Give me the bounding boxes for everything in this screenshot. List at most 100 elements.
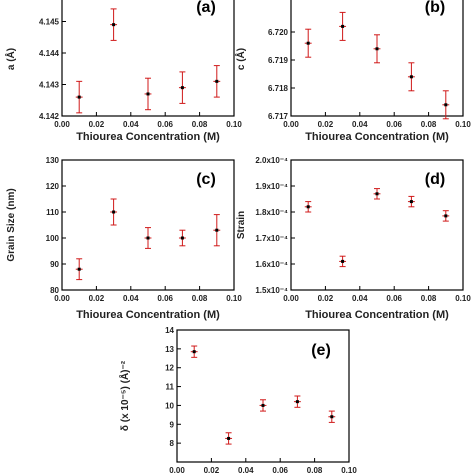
data-marker	[409, 75, 413, 79]
y-tick-label: 100	[46, 234, 60, 243]
data-point	[304, 201, 312, 213]
data-marker	[227, 436, 231, 440]
data-marker	[112, 23, 116, 27]
data-marker	[77, 267, 81, 271]
x-tick-label: 0.02	[89, 120, 105, 129]
data-point	[144, 227, 152, 249]
x-tick-label: 0.08	[307, 466, 323, 474]
data-marker	[146, 236, 150, 240]
panel-e: 0.00 0.02 0.04 0.06 0.08 0.10 8 9 10 11 12 13 14 δ (x…	[118, 326, 357, 474]
y-tick-label: 13	[165, 345, 174, 354]
data-point	[328, 410, 336, 423]
y-tick-label: 6.718	[268, 84, 289, 93]
x-tick-label: 0.02	[204, 466, 220, 474]
x-axis-title: Thiourea Concentration (M)	[305, 309, 449, 321]
x-tick-label: 0.08	[192, 294, 208, 303]
x-tick-label: 0.10	[226, 120, 242, 129]
y-tick-label: 1.6x10⁻⁴	[255, 260, 288, 269]
y-axis-title: Strain	[236, 211, 247, 239]
y-tick-label: 110	[46, 208, 59, 217]
plot-frame	[176, 329, 350, 463]
data-marker	[112, 210, 116, 214]
y-tick-label: 2.0x10⁻⁴	[255, 156, 288, 165]
y-tick-label: 6.719	[268, 56, 289, 65]
y-tick-label: 1.9x10⁻⁴	[255, 182, 288, 191]
y-tick-label: 4.143	[39, 81, 60, 90]
y-tick-label: 120	[46, 182, 60, 191]
data-marker	[180, 236, 184, 240]
data-marker	[375, 192, 379, 196]
y-tick-label: 12	[165, 364, 174, 373]
x-tick-label: 0.08	[421, 120, 437, 129]
x-tick-label: 0.00	[54, 120, 70, 129]
x-tick-label: 0.00	[283, 120, 299, 129]
data-point	[213, 214, 221, 247]
data-point	[442, 90, 450, 120]
y-tick-label: 14	[165, 326, 174, 335]
panel-a: 0.00 0.02 0.04 0.06 0.08 0.10 4.142 4.143 4.144 4…	[4, 0, 242, 143]
x-tick-label: 0.02	[318, 120, 334, 129]
data-point	[339, 255, 347, 268]
x-tick-label: 0.06	[272, 466, 288, 474]
y-tick-label: 10	[165, 401, 174, 410]
plot-frame	[290, 0, 464, 117]
data-marker	[295, 400, 299, 404]
y-axis-title: Grain Size (nm)	[6, 188, 17, 261]
x-tick-label: 0.00	[169, 466, 185, 474]
y-tick-label: 4.144	[39, 49, 60, 58]
y-tick-label: 9	[170, 420, 175, 429]
y-tick-label: 80	[50, 286, 59, 295]
data-point	[75, 258, 83, 281]
x-axis-title: Thiourea Concentration (M)	[76, 309, 220, 321]
y-tick-label: 4.142	[39, 112, 60, 121]
y-axis-title: δ (x 10⁻⁵) (Å)⁻²	[118, 360, 131, 431]
data-point	[225, 432, 233, 445]
data-point	[259, 399, 267, 412]
data-point	[144, 77, 152, 111]
panel-label: (c)	[196, 171, 216, 188]
x-tick-label: 0.10	[226, 294, 242, 303]
data-marker	[215, 228, 219, 232]
data-marker	[261, 403, 265, 407]
x-tick-label: 0.04	[238, 466, 254, 474]
x-tick-label: 0.06	[386, 294, 402, 303]
data-marker	[330, 415, 334, 419]
plot-frame	[61, 159, 235, 291]
data-marker	[444, 214, 448, 218]
x-tick-label: 0.06	[157, 294, 173, 303]
y-tick-label: 6.717	[268, 112, 289, 121]
data-marker	[306, 41, 310, 45]
y-tick-label: 8	[170, 439, 175, 448]
x-tick-label: 0.02	[318, 294, 334, 303]
x-tick-label: 0.08	[421, 294, 437, 303]
panel-label: (b)	[425, 0, 445, 16]
data-marker	[444, 103, 448, 107]
data-point	[373, 34, 381, 64]
data-point	[178, 71, 186, 104]
x-tick-label: 0.10	[341, 466, 357, 474]
data-marker	[146, 92, 150, 96]
x-tick-label: 0.00	[54, 294, 70, 303]
panel-label: (e)	[311, 342, 331, 359]
y-tick-label: 1.8x10⁻⁴	[255, 208, 288, 217]
panel-c: 0.00 0.02 0.04 0.06 0.08 0.10 80 90 100 110 120 130…	[6, 156, 242, 321]
data-point	[304, 28, 312, 58]
data-point	[339, 11, 347, 41]
y-tick-label: 6.720	[268, 28, 289, 37]
data-marker	[77, 95, 81, 99]
x-tick-label: 0.02	[89, 294, 105, 303]
data-point	[190, 345, 198, 358]
x-tick-label: 0.06	[386, 120, 402, 129]
x-tick-label: 0.04	[352, 120, 368, 129]
x-tick-label: 0.10	[455, 294, 471, 303]
data-marker	[409, 200, 413, 204]
x-tick-label: 0.00	[283, 294, 299, 303]
x-tick-label: 0.04	[123, 120, 139, 129]
y-tick-label: 130	[46, 156, 60, 165]
x-axis-title: Thiourea Concentration (M)	[76, 131, 220, 143]
data-point	[407, 195, 415, 208]
x-tick-label: 0.08	[192, 120, 208, 129]
panel-b: 0.00 0.02 0.04 0.06 0.08 0.10 6.717 6.718 6.719 6…	[234, 0, 471, 143]
data-marker	[375, 47, 379, 51]
